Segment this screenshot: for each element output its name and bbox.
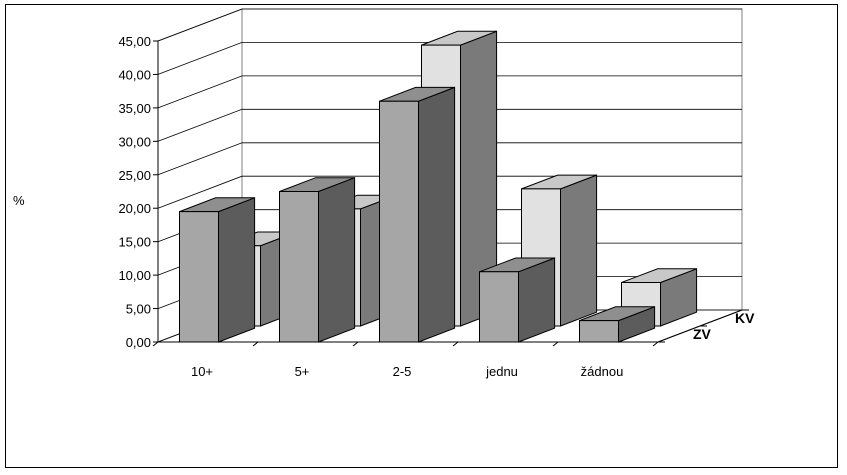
category-labels: 10+ 5+ 2-5 jednu žádnou	[152, 341, 659, 379]
bar-side	[218, 197, 256, 343]
series-axis: ZV KV	[657, 309, 755, 343]
y-axis-label: %	[13, 193, 25, 208]
chart-frame: 0,00 5,00 10,00 15,00 20,00 25,00 30,00 35,00 40…	[5, 4, 838, 468]
gridline	[157, 42, 742, 75]
category-label: žádnou	[581, 364, 624, 379]
gridline	[157, 142, 742, 176]
x-tick-mark	[252, 341, 259, 347]
y-tick-label: 25,00	[118, 168, 151, 183]
x-tick-mark	[152, 341, 159, 347]
y-tick-label: 10,00	[118, 268, 151, 283]
bar-ZV-jednu	[479, 257, 556, 343]
x-tick-mark	[352, 341, 359, 347]
bar-ZV-2-5	[379, 86, 456, 343]
bar-side	[318, 176, 356, 343]
y-tick-label: 20,00	[118, 201, 151, 216]
y-tick-label: 5,00	[126, 302, 151, 317]
gridline	[157, 108, 742, 142]
y-tick-label: 30,00	[118, 134, 151, 149]
bar-side	[418, 86, 456, 343]
y-tick-label: 35,00	[118, 101, 151, 116]
bar-front	[179, 211, 219, 343]
y-tick-label: 0,00	[126, 335, 151, 350]
category-label: jednu	[485, 364, 518, 379]
x-tick-mark	[652, 341, 659, 347]
bar-front	[479, 271, 519, 343]
bar-front	[279, 191, 319, 343]
bar-side	[560, 174, 598, 327]
category-label: 5+	[295, 364, 310, 379]
bar-ZV-5+	[279, 176, 356, 343]
y-tick-labels: 0,00 5,00 10,00 15,00 20,00 25,00 30,00 35,00 40…	[118, 34, 151, 350]
bar-front	[579, 320, 619, 343]
bars	[179, 30, 698, 343]
category-label: 10+	[191, 364, 213, 379]
y-tick-label: 15,00	[118, 235, 151, 250]
gridline	[157, 75, 742, 109]
bar-ZV-10+	[179, 197, 256, 343]
bar-front	[379, 100, 419, 343]
series-label-ZV: ZV	[693, 326, 712, 342]
y-tick-label: 45,00	[118, 34, 151, 49]
category-label: 2-5	[393, 364, 412, 379]
bar-ZV-žádnou	[579, 306, 656, 343]
gridline	[157, 8, 742, 42]
series-label-KV: KV	[735, 310, 755, 326]
bar-side	[518, 257, 556, 343]
bar-chart-3d: 0,00 5,00 10,00 15,00 20,00 25,00 30,00 35,00 40…	[13, 8, 755, 379]
x-tick-mark	[452, 341, 459, 347]
x-tick-mark	[552, 341, 559, 347]
y-tick-label: 40,00	[118, 67, 151, 82]
